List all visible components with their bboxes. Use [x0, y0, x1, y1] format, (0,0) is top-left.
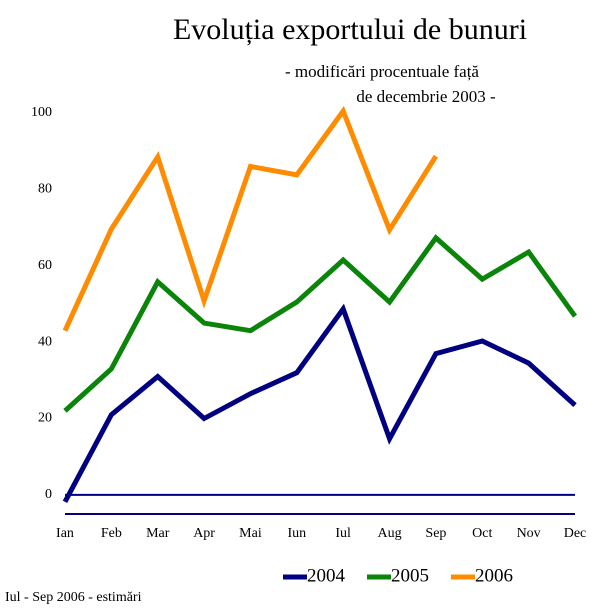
x-tick-label: Iun	[287, 526, 306, 541]
y-tick-label: 40	[38, 334, 52, 349]
x-tick-label: Ian	[56, 526, 74, 541]
chart-subtitle: - modificări procentuale față	[285, 62, 479, 81]
x-tick-label: Mai	[239, 526, 262, 541]
legend-label: 2006	[475, 565, 513, 586]
chart-subtitle: de decembrie 2003 -	[356, 87, 496, 106]
x-tick-label: Feb	[101, 526, 122, 541]
y-tick-label: 20	[38, 411, 52, 426]
x-tick-label: Nov	[517, 526, 541, 541]
footnote: Iul - Sep 2006 - estimări	[5, 590, 142, 605]
x-tick-label: Oct	[472, 526, 492, 541]
y-tick-label: 100	[31, 105, 52, 120]
legend-label: 2004	[307, 565, 346, 586]
y-tick-label: 60	[38, 258, 52, 273]
x-tick-label: Dec	[564, 526, 587, 541]
x-tick-label: Apr	[193, 526, 215, 541]
series-line	[63, 234, 578, 413]
series-line	[62, 105, 439, 332]
x-tick-label: Aug	[377, 526, 401, 541]
series-line	[62, 303, 577, 503]
chart-title: Evoluția exportului de bunuri	[173, 13, 527, 46]
y-tick-label: 80	[38, 182, 52, 197]
x-tick-label: Iul	[335, 526, 351, 541]
y-tick-label: 0	[45, 487, 52, 502]
legend-label: 2005	[391, 565, 429, 586]
x-tick-label: Sep	[425, 526, 446, 541]
x-tick-label: Mar	[146, 526, 170, 541]
